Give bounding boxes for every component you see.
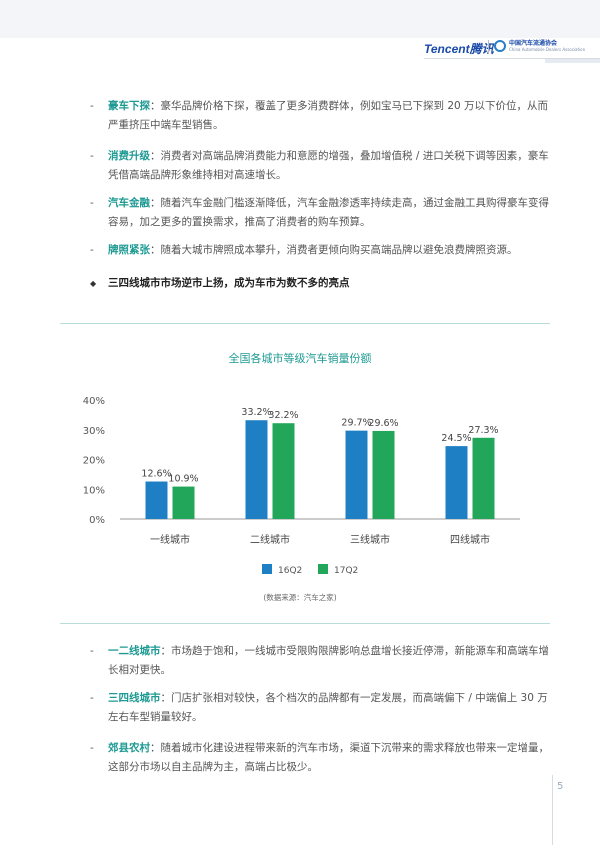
- y-tick-label: 40%: [83, 396, 105, 407]
- dash-marker: -: [90, 150, 94, 162]
- dash-marker: -: [90, 100, 94, 112]
- bullet-text: ：豪华品牌价格下探，覆盖了更多消费群体，例如宝马已下探到 20 万以下价位，从而…: [108, 100, 549, 131]
- x-tick-label: 一线城市: [150, 533, 190, 546]
- data-label: 10.9%: [168, 474, 198, 485]
- x-tick-label: 二线城市: [250, 533, 290, 546]
- data-label: 32.2%: [268, 410, 298, 421]
- bar-16Q2: [145, 481, 168, 519]
- association-logo-subtext: China Automobile Dealers Association: [509, 47, 586, 52]
- dash-marker: -: [90, 645, 94, 657]
- bullet-keyword: 汽车金融: [108, 197, 150, 209]
- bullet-text: ：随着汽车金融门槛逐渐降低，汽车金融渗透率持续走高，通过金融工具购得豪车变得容易…: [108, 197, 549, 228]
- bullet-keyword: 一二线城市: [108, 645, 161, 657]
- chart-top-rule: [60, 323, 550, 324]
- bar-16Q2: [445, 446, 468, 519]
- x-tick-label: 四线城市: [450, 533, 490, 546]
- bullet-keyword: 牌照紧张: [108, 244, 150, 256]
- bullet-keyword: 郊县农村: [108, 742, 150, 754]
- bullet-text: ：门店扩张相对较快，各个档次的品牌都有一定发展，而高端偏下 / 中端偏上 30 …: [108, 692, 548, 723]
- x-tick-label: 三线城市: [350, 533, 390, 546]
- bar-17Q2: [272, 423, 295, 519]
- logo-separator: [488, 40, 489, 54]
- bullet-text: ：随着大城市牌照成本攀升，消费者更倾向购买高端品牌以避免浪费牌照资源。: [150, 244, 518, 256]
- chart-bottom-rule: [60, 623, 550, 624]
- data-label: 33.2%: [241, 407, 271, 418]
- page-number: 5: [557, 781, 564, 792]
- header-accent-block: [545, 59, 600, 63]
- chart-source: (数据来源：汽车之家): [263, 593, 337, 602]
- dash-marker: -: [90, 742, 94, 754]
- bar-17Q2: [172, 486, 195, 519]
- dash-marker: -: [90, 244, 94, 256]
- header-rule: [424, 58, 600, 59]
- data-label: 24.5%: [441, 433, 471, 444]
- bullet-keyword: 消费升级: [108, 150, 150, 162]
- bullet-keyword: 豪车下探: [108, 100, 150, 112]
- highlight-text: 三四线城市市场逆市上扬，成为车市为数不多的亮点: [108, 277, 350, 289]
- y-tick-label: 0%: [89, 515, 105, 526]
- legend-label: 17Q2: [334, 566, 358, 576]
- bar-16Q2: [245, 420, 268, 519]
- bar-17Q2: [472, 437, 495, 519]
- chart-title: 全国各城市等级汽车销量份额: [228, 352, 372, 365]
- association-logo-text: 中国汽车流通协会: [509, 40, 558, 47]
- page-side-rule: [552, 775, 553, 845]
- legend-swatch: [262, 564, 272, 574]
- bullet-text: ：市场趋于饱和，一线城市受限购限牌影响总盘增长接近停滞，新能源车和高端车增长相对…: [108, 645, 549, 676]
- bar-16Q2: [345, 430, 368, 519]
- data-label: 29.7%: [341, 418, 371, 429]
- bar-chart: 0% 10% 20% 30% 40% 一线城市 12.6%10.9% 二线城市 33.2%32.…: [83, 396, 520, 576]
- y-tick-label: 20%: [83, 456, 105, 467]
- dash-marker: -: [90, 197, 94, 209]
- data-label: 29.6%: [368, 418, 398, 429]
- y-tick-label: 30%: [83, 426, 105, 437]
- diamond-icon: ◆: [90, 279, 97, 288]
- y-tick-label: 10%: [83, 485, 105, 496]
- bullet-keyword: 三四线城市: [108, 692, 161, 704]
- legend-swatch: [318, 564, 328, 574]
- bar-17Q2: [372, 430, 395, 519]
- bullet-text: ：消费者对高端品牌消费能力和意愿的增强，叠加增值税 / 进口关税下调等因素，豪车…: [108, 150, 549, 181]
- association-logo: 中国汽车流通协会 China Automobile Dealers Associ…: [494, 38, 585, 56]
- bullet-text: ：随着城市化建设进程带来新的汽车市场，渠道下沉带来的需求释放也带来一定增量，这部…: [108, 742, 549, 773]
- dash-marker: -: [90, 692, 94, 704]
- legend-label: 16Q2: [278, 566, 302, 576]
- data-label: 12.6%: [141, 469, 171, 480]
- association-logo-icon: [494, 40, 506, 52]
- data-label: 27.3%: [468, 425, 498, 436]
- top-band: [0, 0, 600, 38]
- tencent-logo: Tencent腾讯: [424, 42, 494, 56]
